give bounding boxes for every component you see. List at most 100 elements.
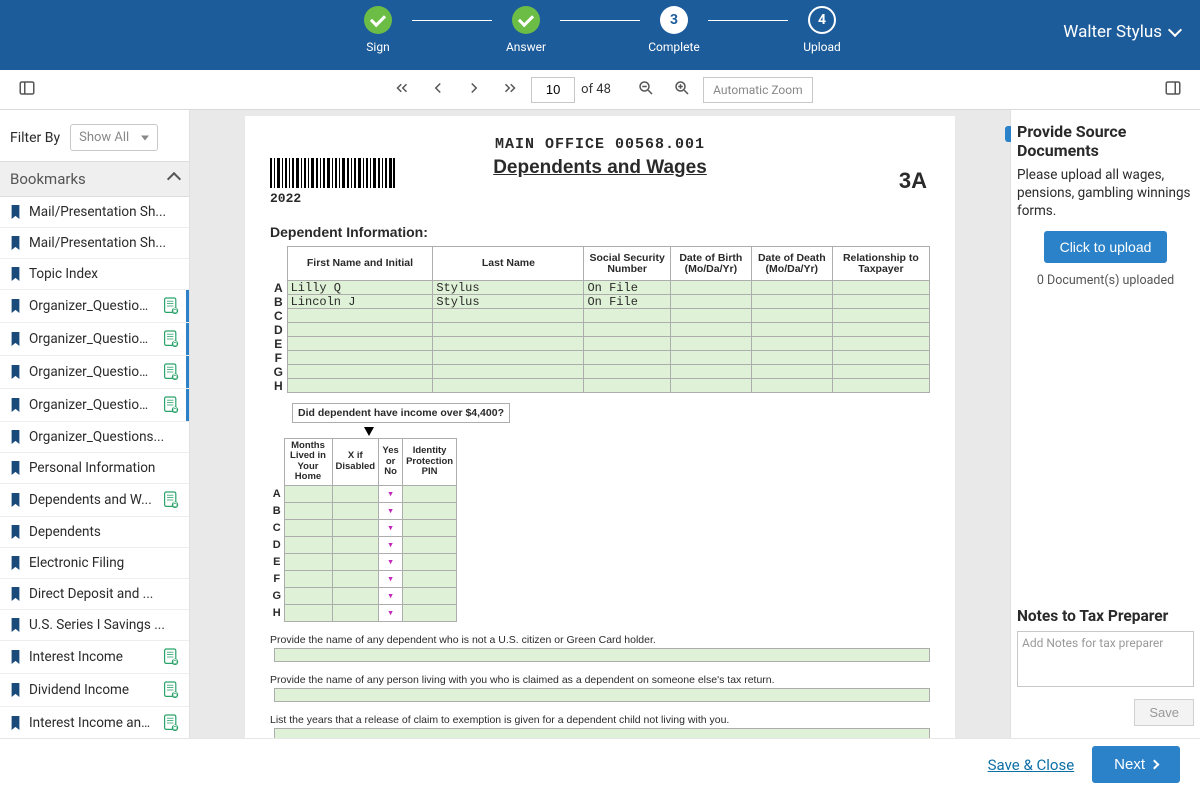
bookmark-item[interactable]: Dividend Income <box>0 674 189 707</box>
question-1-field[interactable] <box>274 648 930 662</box>
save-notes-button[interactable]: Save <box>1134 699 1194 726</box>
bookmarks-list: Mail/Presentation Sh... Mail/Presentation… <box>0 197 189 738</box>
user-menu[interactable]: Walter Stylus <box>1063 22 1180 42</box>
bookmark-icon <box>10 332 21 346</box>
bookmark-item[interactable]: Dependents and W... <box>0 484 189 517</box>
bookmark-item[interactable]: Mail/Presentation Sh... <box>0 197 189 228</box>
attachment-icon <box>163 714 179 732</box>
chevron-right-icon <box>1150 760 1160 770</box>
chevron-down-icon <box>1168 23 1182 37</box>
barcode-icon <box>270 158 395 188</box>
bookmark-label: Organizer_Questions... <box>29 429 179 445</box>
bookmark-label: Mail/Presentation Sh... <box>29 204 179 220</box>
bookmark-label: Organizer_Question... <box>29 298 155 314</box>
toggle-left-panel-button[interactable] <box>12 75 42 104</box>
save-and-close-link[interactable]: Save & Close <box>988 756 1075 774</box>
bookmark-label: Personal Information <box>29 460 179 476</box>
bookmarks-header[interactable]: Bookmarks <box>0 161 189 197</box>
sidebar: Filter By Show All Bookmarks Mail/Presen… <box>0 110 190 738</box>
bookmark-label: Dividend Income <box>29 682 155 698</box>
dependents-table: First Name and InitialLast NameSocial Se… <box>270 246 930 393</box>
notes-textarea[interactable] <box>1017 631 1194 687</box>
panel-left-icon <box>18 79 36 97</box>
chevron-up-icon <box>167 172 181 186</box>
footer: Save & Close Next <box>0 738 1200 790</box>
filter-dropdown[interactable]: Show All <box>70 124 158 151</box>
upload-count: 0 Document(s) uploaded <box>1017 273 1194 288</box>
zoom-out-icon <box>637 79 655 97</box>
bookmark-icon <box>10 398 21 412</box>
page-number-input[interactable] <box>531 77 575 103</box>
question-3-field[interactable] <box>274 728 930 738</box>
bookmark-label: Direct Deposit and ... <box>29 586 179 602</box>
doc-corner-code: 3A <box>899 168 927 194</box>
wizard-step-answer[interactable]: Answer <box>496 6 556 54</box>
page-count-label: of 48 <box>581 82 611 97</box>
upload-title: Provide Source Documents <box>1017 122 1194 160</box>
dependents-detail-table: Months Lived in Your HomeX if DisabledYe… <box>270 438 457 622</box>
first-page-button[interactable] <box>387 75 417 104</box>
bookmark-icon <box>10 299 21 313</box>
upload-button[interactable]: Click to upload <box>1044 231 1168 263</box>
bookmark-item[interactable]: Interest Income <box>0 641 189 674</box>
bookmark-item[interactable]: Organizer_Questions... <box>0 422 189 453</box>
attachment-icon <box>163 297 179 315</box>
bookmark-icon <box>10 493 21 507</box>
bookmark-icon <box>10 267 21 281</box>
wizard-step-upload[interactable]: 4Upload <box>792 6 852 54</box>
question-1: Provide the name of any dependent who is… <box>270 634 930 646</box>
bookmarks-title: Bookmarks <box>10 170 86 188</box>
bookmark-item[interactable]: Direct Deposit and ... <box>0 579 189 610</box>
barcode: 2022 <box>270 158 395 206</box>
question-3: List the years that a release of claim t… <box>270 714 930 726</box>
chevrons-right-icon <box>501 79 519 97</box>
bookmark-item[interactable]: Interest Income and... <box>0 707 189 738</box>
zoom-in-button[interactable] <box>667 75 697 104</box>
bookmark-item[interactable]: Personal Information <box>0 453 189 484</box>
zoom-display[interactable]: Automatic Zoom <box>703 77 813 103</box>
prev-page-button[interactable] <box>423 75 453 104</box>
section-heading: Dependent Information: <box>270 224 930 240</box>
user-name: Walter Stylus <box>1063 22 1162 42</box>
bookmark-label: Electronic Filing <box>29 555 179 571</box>
doc-header: MAIN OFFICE 00568.001 <box>270 136 930 153</box>
panel-handle[interactable] <box>1005 126 1011 142</box>
bookmark-item[interactable]: Organizer_Question... <box>0 389 189 422</box>
panel-right-icon <box>1164 79 1182 97</box>
bookmark-label: Organizer_Question... <box>29 364 155 380</box>
bookmark-item[interactable]: Organizer_Question... <box>0 323 189 356</box>
bookmark-icon <box>10 587 21 601</box>
notes-title: Notes to Tax Preparer <box>1017 607 1194 625</box>
bookmark-icon <box>10 716 21 730</box>
bookmark-item[interactable]: Organizer_Question... <box>0 356 189 389</box>
next-button[interactable]: Next <box>1092 746 1180 783</box>
bookmark-item[interactable]: U.S. Series I Savings ... <box>0 610 189 641</box>
bookmark-item[interactable]: Mail/Presentation Sh... <box>0 228 189 259</box>
upload-instructions: Please upload all wages, pensions, gambl… <box>1017 166 1194 221</box>
zoom-out-button[interactable] <box>631 75 661 104</box>
right-panel: Provide Source Documents Please upload a… <box>1010 110 1200 738</box>
zoom-in-icon <box>673 79 691 97</box>
bookmark-item[interactable]: Electronic Filing <box>0 548 189 579</box>
toggle-right-panel-button[interactable] <box>1158 75 1188 104</box>
bookmark-item[interactable]: Organizer_Question... <box>0 290 189 323</box>
top-bar: Sign Answer 3Complete 4Upload Walter Stylus <box>0 0 1200 70</box>
bookmark-icon <box>10 430 21 444</box>
bookmark-item[interactable]: Topic Index <box>0 259 189 290</box>
last-page-button[interactable] <box>495 75 525 104</box>
pdf-toolbar: of 48 Automatic Zoom <box>0 70 1200 110</box>
bookmark-icon <box>10 618 21 632</box>
attachment-icon <box>163 491 179 509</box>
bookmark-label: U.S. Series I Savings ... <box>29 617 179 633</box>
bookmark-item[interactable]: Dependents <box>0 517 189 548</box>
bookmark-icon <box>10 650 21 664</box>
chevron-right-icon <box>465 79 483 97</box>
question-2-field[interactable] <box>274 688 930 702</box>
wizard-step-complete[interactable]: 3Complete <box>644 6 704 54</box>
wizard-step-sign[interactable]: Sign <box>348 6 408 54</box>
bookmark-label: Organizer_Question... <box>29 331 155 347</box>
document-viewport[interactable]: MAIN OFFICE 00568.001 Dependents and Wag… <box>190 110 1010 738</box>
bookmark-icon <box>10 556 21 570</box>
bookmark-icon <box>10 365 21 379</box>
next-page-button[interactable] <box>459 75 489 104</box>
